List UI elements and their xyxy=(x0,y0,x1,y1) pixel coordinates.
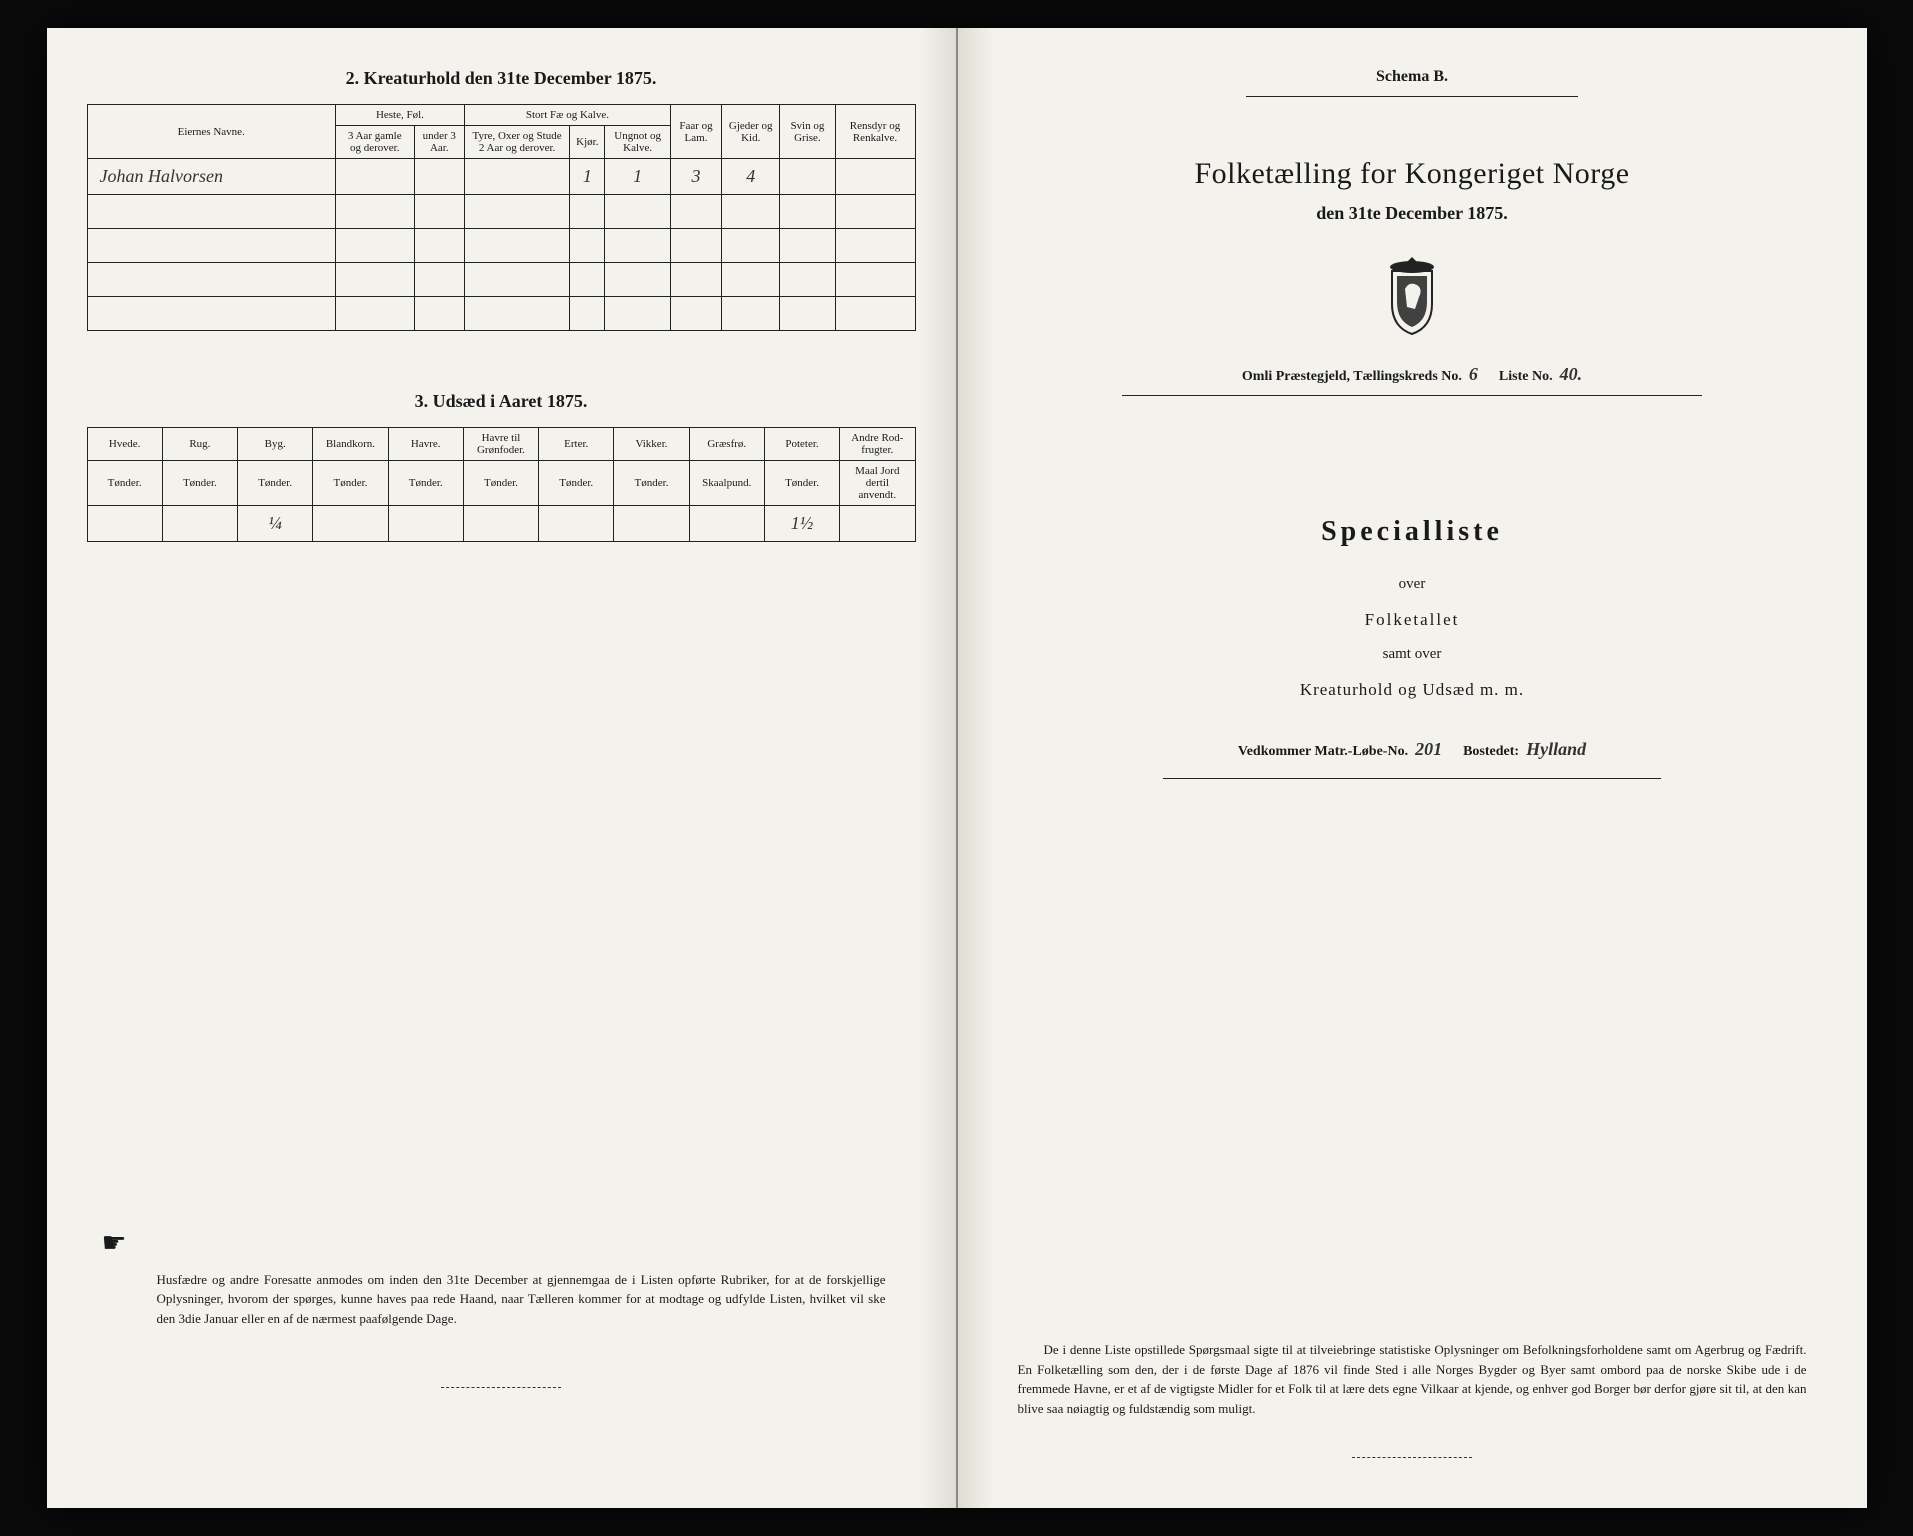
livestock-table: Eiernes Navne. Heste, Føl. Stort Fæ og K… xyxy=(87,104,916,331)
liste-label: Liste No. xyxy=(1499,369,1553,384)
col-stort-c: Ungnot og Kalve. xyxy=(605,126,670,159)
schema-label: Schema B. xyxy=(998,68,1827,86)
col-rensdyr: Rensdyr og Renkalve. xyxy=(835,105,915,159)
unit-havre-gron: Tønder. xyxy=(463,461,538,506)
col-havre: Havre. xyxy=(388,428,463,461)
right-footer-note: De i denne Liste opstillede Spørgsmaal s… xyxy=(1018,1340,1807,1418)
cell-kjor: 1 xyxy=(570,159,605,195)
col-stort-b: Kjør. xyxy=(570,126,605,159)
unit-blandkorn: Tønder. xyxy=(313,461,388,506)
spec-over: over xyxy=(1399,576,1426,592)
book-spread: 2. Kreaturhold den 31te December 1875. E… xyxy=(47,28,1867,1508)
vedkommer-label: Vedkommer Matr.-Løbe-No. xyxy=(1238,744,1408,759)
cell-faar: 3 xyxy=(670,159,721,195)
left-footer-note: Husfædre og andre Foresatte anmodes om i… xyxy=(157,1270,886,1329)
matr-lobe-no: 201 xyxy=(1415,739,1442,759)
col-havre-gron: Havre til Grønfoder. xyxy=(463,428,538,461)
col-erter: Erter. xyxy=(539,428,614,461)
unit-poteter: Tønder. xyxy=(764,461,839,506)
section2-title: 2. Kreaturhold den 31te December 1875. xyxy=(87,68,916,89)
table-row xyxy=(87,297,915,331)
divider xyxy=(1246,96,1578,97)
table-row xyxy=(87,195,915,229)
section3-title: 3. Udsæd i Aaret 1875. xyxy=(87,391,916,412)
coat-of-arms-icon xyxy=(1377,249,1447,339)
col-rug: Rug. xyxy=(162,428,237,461)
parish-label: Omli Præstegjeld, Tællingskreds No. xyxy=(1242,369,1462,384)
table-row xyxy=(87,263,915,297)
spec-kreaturhold: Kreaturhold og Udsæd m. m. xyxy=(1300,680,1524,699)
col-vikker: Vikker. xyxy=(614,428,689,461)
unit-erter: Tønder. xyxy=(539,461,614,506)
unit-andre: Maal Jord dertil anvendt. xyxy=(840,461,915,506)
unit-hvede: Tønder. xyxy=(87,461,162,506)
divider xyxy=(1163,778,1660,779)
col-hvede: Hvede. xyxy=(87,428,162,461)
dash-divider xyxy=(1352,1457,1472,1458)
tellingskreds-no: 6 xyxy=(1469,364,1478,384)
divider xyxy=(1122,395,1702,396)
left-page: 2. Kreaturhold den 31te December 1875. E… xyxy=(47,28,958,1508)
sowing-table: Hvede. Rug. Byg. Blandkorn. Havre. Havre… xyxy=(87,427,916,542)
cell-poteter: 1½ xyxy=(764,506,839,542)
col-name: Eiernes Navne. xyxy=(87,105,335,159)
unit-byg: Tønder. xyxy=(238,461,313,506)
unit-rug: Tønder. xyxy=(162,461,237,506)
col-heste-group: Heste, Føl. xyxy=(335,105,464,126)
table-row: Johan Halvorsen 1 1 3 4 xyxy=(87,159,915,195)
right-page: Schema B. Folketælling for Kongeriget No… xyxy=(958,28,1867,1508)
census-main-title: Folketælling for Kongeriget Norge xyxy=(998,157,1827,191)
col-heste-a: 3 Aar gamle og derover. xyxy=(335,126,414,159)
liste-no: 40. xyxy=(1560,364,1583,384)
owner-name: Johan Halvorsen xyxy=(87,159,335,195)
specialliste-subtitle: over Folketallet samt over Kreaturhold o… xyxy=(998,568,1827,709)
bostedet-label: Bostedet: xyxy=(1463,744,1519,759)
unit-havre: Tønder. xyxy=(388,461,463,506)
col-gjeder: Gjeder og Kid. xyxy=(722,105,780,159)
table-row: ¼ 1½ xyxy=(87,506,915,542)
cell-gjeder: 4 xyxy=(722,159,780,195)
census-subtitle: den 31te December 1875. xyxy=(998,203,1827,224)
spec-samt: samt over xyxy=(1383,646,1442,662)
cell-ungnot: 1 xyxy=(605,159,670,195)
cell-byg: ¼ xyxy=(238,506,313,542)
col-faar: Faar og Lam. xyxy=(670,105,721,159)
parish-line: Omli Præstegjeld, Tællingskreds No. 6 Li… xyxy=(998,364,1827,385)
col-poteter: Poteter. xyxy=(764,428,839,461)
vedkommer-line: Vedkommer Matr.-Løbe-No. 201 Bostedet: H… xyxy=(998,739,1827,760)
unit-vikker: Tønder. xyxy=(614,461,689,506)
bostedet-value: Hylland xyxy=(1526,739,1586,759)
pointer-hand-icon: ☛ xyxy=(102,1226,127,1260)
specialliste-title: Specialliste xyxy=(998,516,1827,548)
spec-folketallet: Folketallet xyxy=(1365,610,1460,629)
col-andre: Andre Rod-frugter. xyxy=(840,428,915,461)
dash-divider xyxy=(441,1387,561,1388)
col-stort-a: Tyre, Oxer og Stude 2 Aar og derover. xyxy=(464,126,569,159)
col-graesfro: Græsfrø. xyxy=(689,428,764,461)
col-byg: Byg. xyxy=(238,428,313,461)
col-blandkorn: Blandkorn. xyxy=(313,428,388,461)
col-heste-b: under 3 Aar. xyxy=(414,126,464,159)
unit-graesfro: Skaalpund. xyxy=(689,461,764,506)
col-svin: Svin og Grise. xyxy=(780,105,835,159)
col-stort-group: Stort Fæ og Kalve. xyxy=(464,105,670,126)
table-row xyxy=(87,229,915,263)
